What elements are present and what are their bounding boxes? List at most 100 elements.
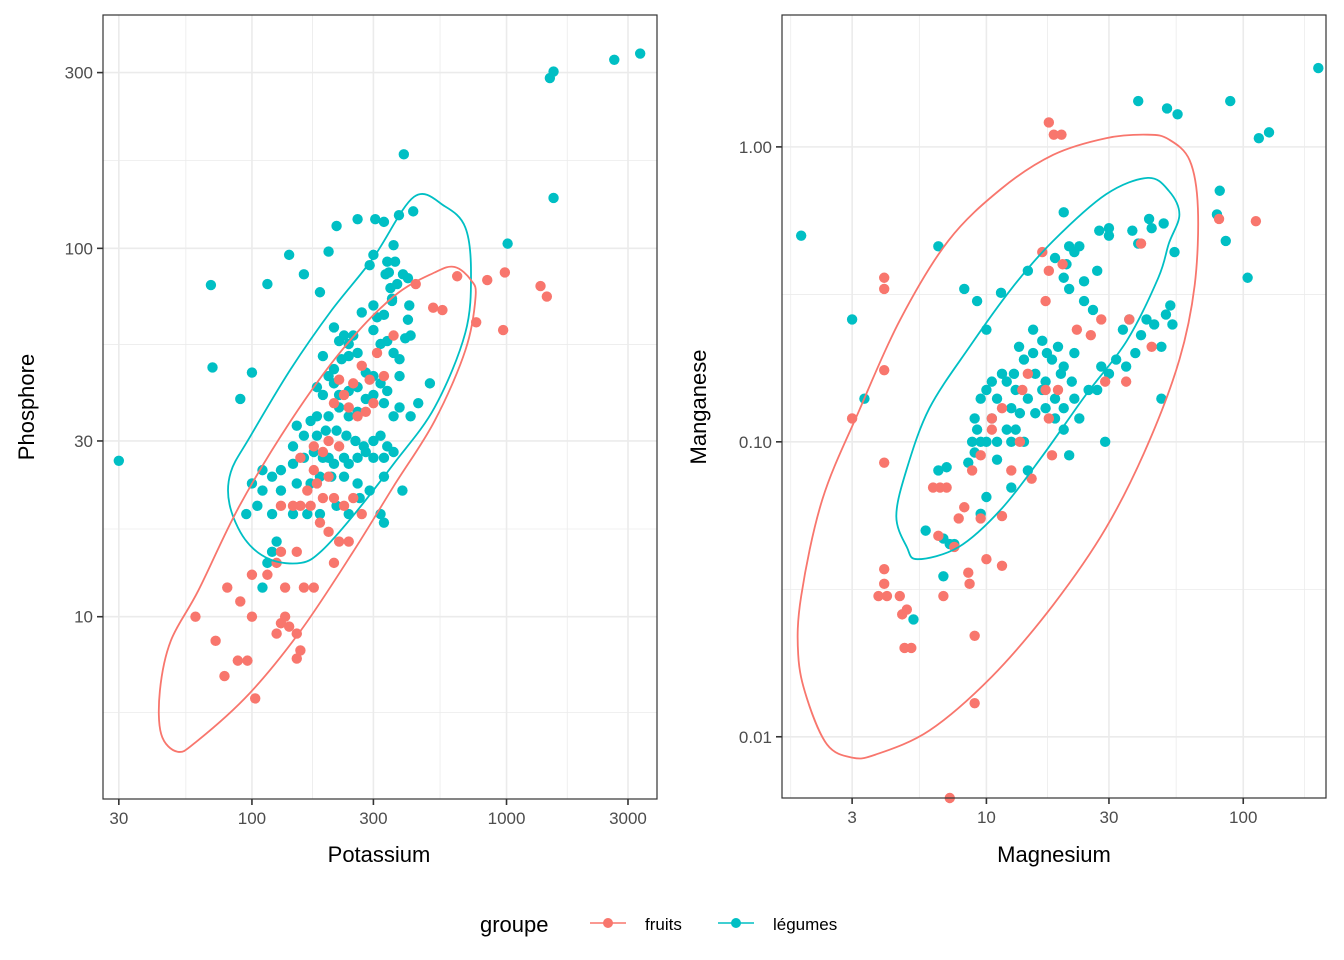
data-point-fruits bbox=[246, 569, 258, 580]
legend-key-dot-legumes bbox=[731, 918, 741, 928]
data-point-legumes bbox=[331, 425, 342, 436]
data-point-fruits bbox=[275, 618, 287, 629]
data-point-legumes bbox=[257, 582, 268, 593]
data-point-fruits bbox=[1014, 436, 1026, 448]
ellipse-fruits bbox=[796, 133, 1200, 760]
data-point-legumes bbox=[311, 381, 323, 393]
data-point-fruits bbox=[1043, 413, 1055, 424]
data-point-legumes bbox=[991, 454, 1003, 465]
data-point-legumes bbox=[336, 354, 347, 365]
data-point-fruits bbox=[323, 471, 334, 482]
data-point-legumes bbox=[257, 485, 268, 496]
data-point-legumes bbox=[252, 500, 263, 512]
data-point-legumes bbox=[971, 424, 983, 435]
x-tick-label: 100 bbox=[1229, 808, 1257, 827]
data-point-legumes bbox=[382, 256, 393, 267]
data-point-fruits bbox=[996, 403, 1008, 414]
data-point-legumes bbox=[1117, 324, 1129, 335]
ellipse-legumes bbox=[227, 193, 472, 565]
data-point-legumes bbox=[323, 246, 334, 257]
data-point-legumes bbox=[378, 517, 390, 528]
data-point-fruits bbox=[295, 645, 306, 656]
data-point-legumes bbox=[1037, 335, 1048, 347]
data-point-legumes bbox=[996, 368, 1008, 380]
data-point-fruits bbox=[291, 653, 302, 664]
data-point-legumes bbox=[1063, 450, 1075, 461]
data-point-legumes bbox=[975, 436, 986, 448]
data-point-legumes bbox=[302, 508, 313, 520]
data-point-legumes bbox=[846, 314, 858, 325]
x-tick-label: 3000 bbox=[609, 809, 647, 828]
y-tick-label: 30 bbox=[74, 432, 93, 451]
data-point-fruits bbox=[308, 464, 320, 476]
data-point-fruits bbox=[879, 457, 890, 468]
data-point-legumes bbox=[1040, 403, 1051, 414]
data-point-legumes bbox=[257, 464, 268, 476]
data-point-legumes bbox=[1066, 376, 1077, 387]
x-tick-label: 10 bbox=[977, 808, 996, 827]
panel-border bbox=[102, 14, 658, 800]
data-point-legumes bbox=[368, 389, 379, 401]
data-point-fruits bbox=[996, 510, 1008, 522]
y-tick-label: 10 bbox=[74, 608, 93, 627]
data-point-fruits bbox=[949, 541, 960, 553]
data-point-legumes bbox=[262, 278, 273, 290]
data-point-fruits bbox=[1046, 450, 1058, 461]
data-point-fruits bbox=[368, 397, 379, 409]
data-point-legumes bbox=[343, 338, 354, 350]
y-tick-label: 300 bbox=[65, 64, 93, 83]
data-point-legumes bbox=[933, 465, 944, 476]
data-point-legumes bbox=[963, 457, 974, 468]
data-point-legumes bbox=[1263, 127, 1275, 138]
data-point-fruits bbox=[328, 397, 340, 409]
data-point-legumes bbox=[350, 435, 361, 447]
data-point-legumes bbox=[1010, 424, 1021, 435]
x-axis-title-magnesium: Magnesium bbox=[997, 842, 1111, 867]
data-point-legumes bbox=[338, 471, 350, 482]
data-point-fruits bbox=[953, 513, 964, 524]
legend-item-legumes[interactable]: légumes bbox=[718, 915, 837, 934]
data-point-legumes bbox=[1091, 265, 1103, 277]
y-tick-label: 1.00 bbox=[739, 138, 772, 157]
data-point-legumes bbox=[1014, 408, 1026, 419]
data-point-legumes bbox=[424, 378, 436, 389]
series-fruits bbox=[846, 117, 1262, 804]
data-point-legumes bbox=[275, 464, 287, 476]
data-point-fruits bbox=[235, 596, 246, 607]
data-point-fruits bbox=[1120, 376, 1132, 387]
data-point-legumes bbox=[1006, 482, 1017, 493]
data-point-legumes bbox=[1069, 347, 1080, 359]
data-point-legumes bbox=[375, 430, 386, 441]
data-point-legumes bbox=[378, 397, 390, 409]
data-point-legumes bbox=[404, 300, 415, 311]
data-point-fruits bbox=[1096, 314, 1107, 325]
legend-item-fruits[interactable]: fruits bbox=[590, 915, 682, 934]
y-tick-label: 0.01 bbox=[739, 728, 772, 747]
data-point-fruits bbox=[219, 670, 230, 682]
data-point-fruits bbox=[343, 402, 354, 413]
data-point-fruits bbox=[333, 374, 345, 385]
data-point-legumes bbox=[207, 362, 218, 373]
data-point-fruits bbox=[333, 441, 345, 452]
data-point-legumes bbox=[305, 415, 316, 427]
data-point-legumes bbox=[981, 324, 992, 335]
data-point-legumes bbox=[1169, 246, 1180, 258]
data-point-fruits bbox=[1146, 341, 1157, 352]
data-point-fruits bbox=[338, 389, 350, 401]
data-point-legumes bbox=[360, 446, 371, 458]
data-point-legumes bbox=[283, 249, 295, 261]
data-point-legumes bbox=[352, 478, 363, 489]
data-point-legumes bbox=[388, 347, 399, 359]
data-point-fruits bbox=[996, 560, 1008, 571]
data-point-fruits bbox=[210, 635, 221, 647]
data-point-legumes bbox=[320, 425, 331, 436]
data-point-legumes bbox=[1022, 265, 1034, 277]
data-point-legumes bbox=[1063, 283, 1075, 295]
data-point-fruits bbox=[242, 655, 253, 666]
data-point-legumes bbox=[382, 385, 393, 397]
data-point-fruits bbox=[1057, 259, 1068, 270]
data-point-fruits bbox=[352, 411, 363, 422]
plot-background bbox=[782, 15, 1326, 798]
panel-magnesium-manganese: 3 10 30 100 0.01 0.10 1.00 bbox=[739, 14, 1327, 827]
